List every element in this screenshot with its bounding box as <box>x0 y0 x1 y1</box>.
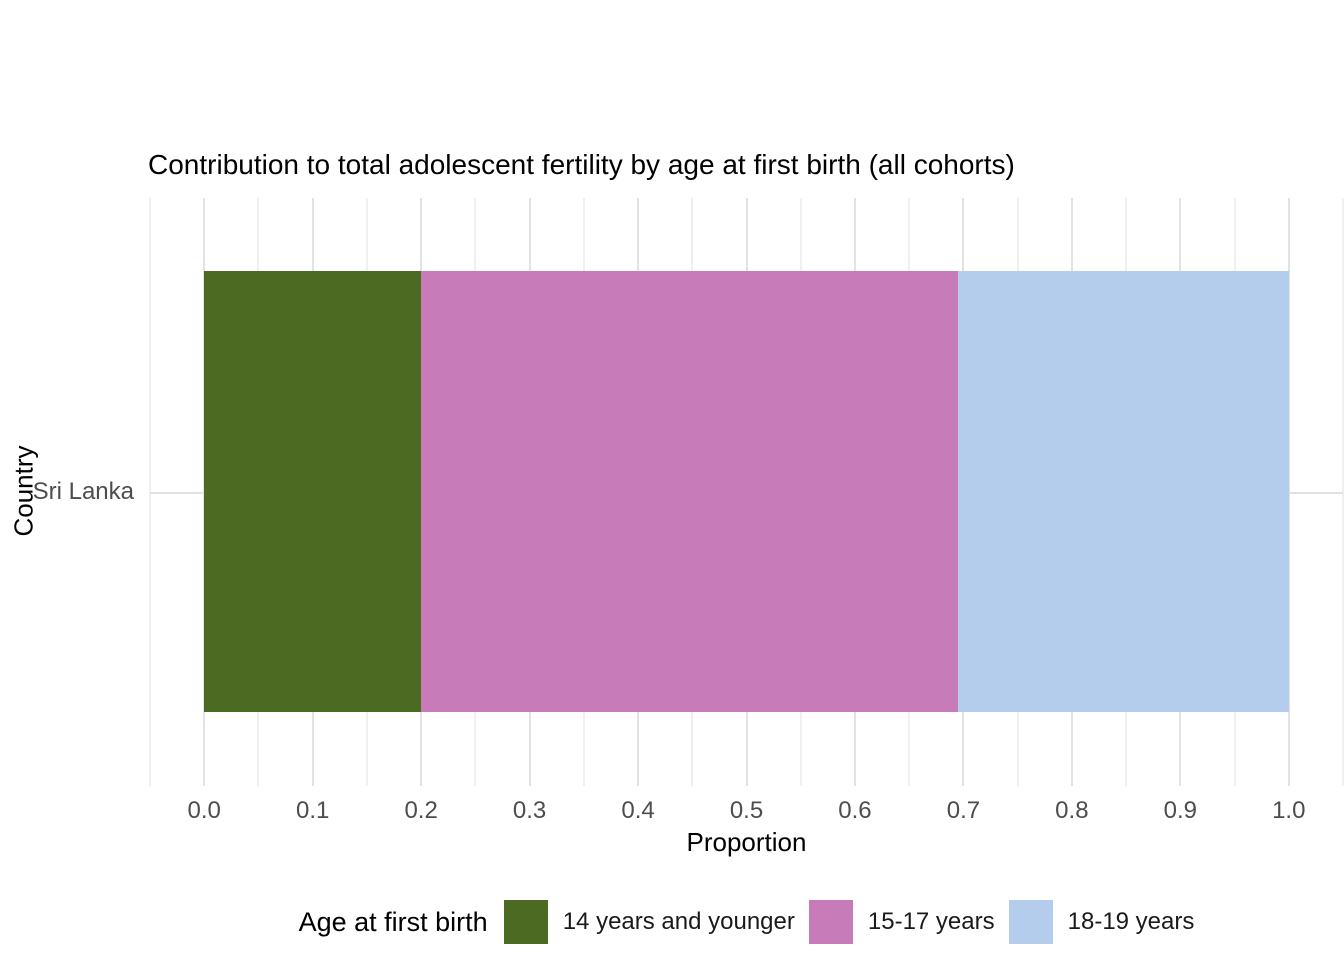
gridline-x-1.05 <box>1342 198 1344 786</box>
legend-item-14-years-and-younger: 14 years and younger <box>503 900 795 944</box>
x-tick-label-1.0: 1.0 <box>1272 797 1306 824</box>
plot-panel <box>149 198 1344 786</box>
bar-segment-18-19-years <box>957 270 1289 712</box>
chart-title: Contribution to total adolescent fertili… <box>148 149 1015 180</box>
x-tick-label-0.0: 0.0 <box>187 797 221 824</box>
legend: Age at first birth 14 years and younger 1… <box>150 894 1343 950</box>
legend-title: Age at first birth <box>298 906 488 937</box>
x-tick-label-0.4: 0.4 <box>621 797 655 824</box>
x-axis-tick-labels: 0.0 0.1 0.2 0.3 0.4 0.5 0.6 0.7 0.8 0.9 1.0 <box>150 797 1343 827</box>
legend-item-18-19-years: 18-19 years <box>1008 900 1195 944</box>
x-tick-label-0.8: 0.8 <box>1055 797 1089 824</box>
legend-label-15-17-years: 15-17 years <box>867 908 995 935</box>
bar-segment-14-years-and-younger <box>204 270 422 712</box>
x-tick-label-0.5: 0.5 <box>729 797 764 824</box>
y-tick-label-sri-lanka: Sri Lanka <box>32 478 134 505</box>
legend-swatch-18-19-years <box>1008 900 1053 944</box>
legend-swatch-15-17-years <box>808 900 853 944</box>
x-tick-label-0.9: 0.9 <box>1163 797 1197 824</box>
bar-segment-15-17-years <box>421 270 958 712</box>
legend-swatch-14-years-and-younger <box>503 900 548 944</box>
x-tick-label-0.7: 0.7 <box>946 797 981 824</box>
x-tick-label-0.1: 0.1 <box>295 797 330 824</box>
legend-item-15-17-years: 15-17 years <box>808 900 995 944</box>
stacked-bar-sri-lanka <box>204 270 1289 712</box>
x-axis-title: Proportion <box>686 827 807 857</box>
x-tick-label-0.6: 0.6 <box>838 797 872 824</box>
x-tick-label-0.2: 0.2 <box>404 797 438 824</box>
legend-label-18-19-years: 18-19 years <box>1067 908 1195 935</box>
legend-items: 14 years and younger 15-17 years 18-19 yea… <box>503 900 1195 944</box>
legend-label-14-years-and-younger: 14 years and younger <box>562 908 795 935</box>
x-tick-label-0.3: 0.3 <box>512 797 547 824</box>
